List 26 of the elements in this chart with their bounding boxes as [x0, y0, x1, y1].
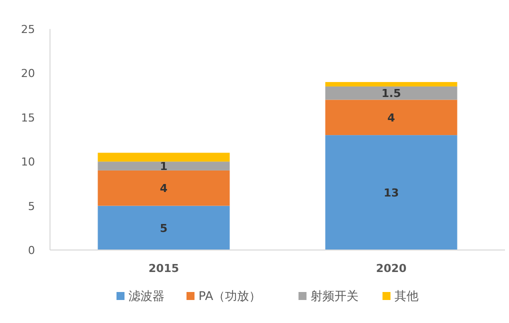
- x-tick-label: 2015: [148, 262, 180, 275]
- data-label: 5: [160, 222, 168, 235]
- y-tick-label: 25: [21, 23, 35, 36]
- bar: [98, 170, 230, 206]
- data-label: 4: [387, 111, 396, 124]
- legend-label: PA（功放）: [198, 289, 262, 303]
- bar: [325, 82, 458, 86]
- data-label: 1: [160, 160, 168, 174]
- y-tick-label: 20: [21, 67, 35, 80]
- data-label: 13: [384, 186, 399, 200]
- legend-label: 射频开关: [310, 289, 358, 303]
- y-tick-label: 0: [28, 244, 35, 257]
- bar: [98, 162, 230, 170]
- x-tick-label: 2020: [376, 262, 407, 275]
- data-label: 1.5: [382, 87, 401, 100]
- y-tick-label: 5: [28, 200, 35, 213]
- legend-label: 其他: [394, 289, 418, 303]
- data-label: 4: [160, 182, 168, 196]
- bar: [98, 206, 230, 250]
- y-tick-label: 15: [21, 111, 35, 124]
- bar: [325, 100, 458, 136]
- bar: [98, 152, 230, 162]
- bar: [325, 135, 458, 250]
- y-tick-label: 10: [21, 156, 35, 169]
- bar: [325, 86, 458, 100]
- legend-label: 滤波器: [128, 289, 164, 303]
